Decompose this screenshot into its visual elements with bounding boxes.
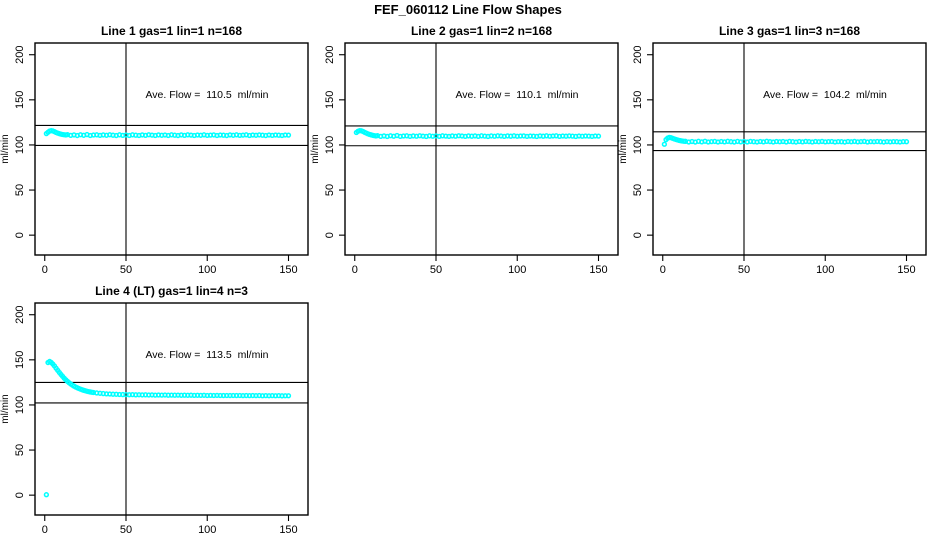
x-tick-label: 50 bbox=[120, 524, 132, 536]
y-tick-label: 100 bbox=[324, 136, 336, 154]
subplot-title-line-1: Line 1 gas=1 lin=1 n=168 bbox=[100, 24, 243, 38]
y-tick-label: 200 bbox=[632, 46, 644, 64]
y-tick-label: 200 bbox=[14, 46, 26, 64]
x-tick-label: 100 bbox=[198, 524, 216, 536]
y-tick-label: 150 bbox=[632, 91, 644, 109]
x-tick-label: 50 bbox=[430, 264, 442, 276]
data-point bbox=[595, 133, 602, 139]
plot-box bbox=[34, 42, 309, 256]
data-point bbox=[661, 141, 668, 147]
x-tick-label: 0 bbox=[660, 264, 666, 276]
y-tick-label: 200 bbox=[324, 46, 336, 64]
average-flow-annotation: Ave. Flow = 110.5 ml/min bbox=[145, 89, 268, 101]
y-tick-label: 50 bbox=[14, 444, 26, 456]
y-tick-label: 100 bbox=[632, 136, 644, 154]
plot-area-line-2: 0 50 100 150 0 50 100 150 200 ml/min Ave. Flow = 1… bbox=[310, 42, 619, 276]
x-tick-label: 100 bbox=[198, 264, 216, 276]
y-tick-label: 50 bbox=[324, 184, 336, 196]
y-tick-label: 0 bbox=[632, 232, 644, 238]
y-tick-label: 150 bbox=[14, 91, 26, 109]
y-tick-label: 150 bbox=[324, 91, 336, 109]
average-flow-annotation: Ave. Flow = 104.2 ml/min bbox=[763, 89, 887, 101]
y-axis-title: ml/min bbox=[618, 134, 629, 163]
figure-title: FEF_060112 Line Flow Shapes bbox=[374, 2, 562, 17]
x-tick-label: 150 bbox=[897, 264, 915, 276]
subplot-line-2: Line 2 gas=1 lin=2 n=168 0 50 100 150 0 50 100… bbox=[310, 20, 628, 285]
plot-area-line-1: 0 50 100 150 0 50 100 150 200 ml/min Ave. Flow = 1… bbox=[0, 42, 309, 276]
y-tick-label: 100 bbox=[14, 136, 26, 154]
plot-area-line-3: 0 50 100 150 0 50 100 150 200 ml/min Ave. Flow = 1… bbox=[618, 42, 927, 276]
subplot-title-line-2: Line 2 gas=1 lin=2 n=168 bbox=[410, 24, 553, 38]
subplot-line-3: Line 3 gas=1 lin=3 n=168 0 50 100 150 0 50 100… bbox=[618, 20, 936, 285]
y-tick-label: 0 bbox=[14, 492, 26, 498]
data-point bbox=[285, 132, 292, 138]
data-point bbox=[903, 139, 910, 145]
average-flow-annotation: Ave. Flow = 110.1 ml/min bbox=[455, 89, 578, 101]
subplot-line-1: Line 1 gas=1 lin=1 n=168 0 50 100 150 0 50 100… bbox=[0, 20, 318, 285]
x-tick-label: 100 bbox=[816, 264, 834, 276]
y-axis-title: ml/min bbox=[0, 394, 11, 423]
x-tick-label: 150 bbox=[279, 524, 297, 536]
subplot-title-line-3: Line 3 gas=1 lin=3 n=168 bbox=[718, 24, 861, 38]
plot-box bbox=[34, 302, 309, 516]
average-flow-annotation: Ave. Flow = 113.5 ml/min bbox=[145, 349, 268, 361]
plot-box bbox=[652, 42, 927, 256]
y-axis-title: ml/min bbox=[0, 134, 11, 163]
x-tick-label: 0 bbox=[352, 264, 358, 276]
data-point bbox=[285, 393, 292, 399]
y-tick-label: 0 bbox=[324, 232, 336, 238]
subplot-title-line-4: Line 4 (LT) gas=1 lin=4 n=3 bbox=[95, 284, 248, 298]
x-tick-label: 150 bbox=[279, 264, 297, 276]
y-tick-label: 150 bbox=[14, 351, 26, 369]
x-tick-label: 0 bbox=[42, 524, 48, 536]
plot-box bbox=[344, 42, 619, 256]
x-tick-label: 50 bbox=[738, 264, 750, 276]
x-tick-label: 0 bbox=[42, 264, 48, 276]
subplot-line-4: Line 4 (LT) gas=1 lin=4 n=3 0 50 100 150 0 50… bbox=[0, 280, 318, 540]
y-tick-label: 100 bbox=[14, 396, 26, 414]
y-tick-label: 50 bbox=[632, 184, 644, 196]
x-tick-label: 100 bbox=[508, 264, 526, 276]
y-tick-label: 50 bbox=[14, 184, 26, 196]
x-tick-label: 50 bbox=[120, 264, 132, 276]
x-tick-label: 150 bbox=[589, 264, 607, 276]
y-axis-title: ml/min bbox=[310, 134, 321, 163]
data-point bbox=[43, 492, 50, 498]
y-tick-label: 200 bbox=[14, 306, 26, 324]
y-tick-label: 0 bbox=[14, 232, 26, 238]
plot-area-line-4: 0 50 100 150 0 50 100 150 200 ml/min Ave. Flow = 1… bbox=[0, 302, 309, 536]
